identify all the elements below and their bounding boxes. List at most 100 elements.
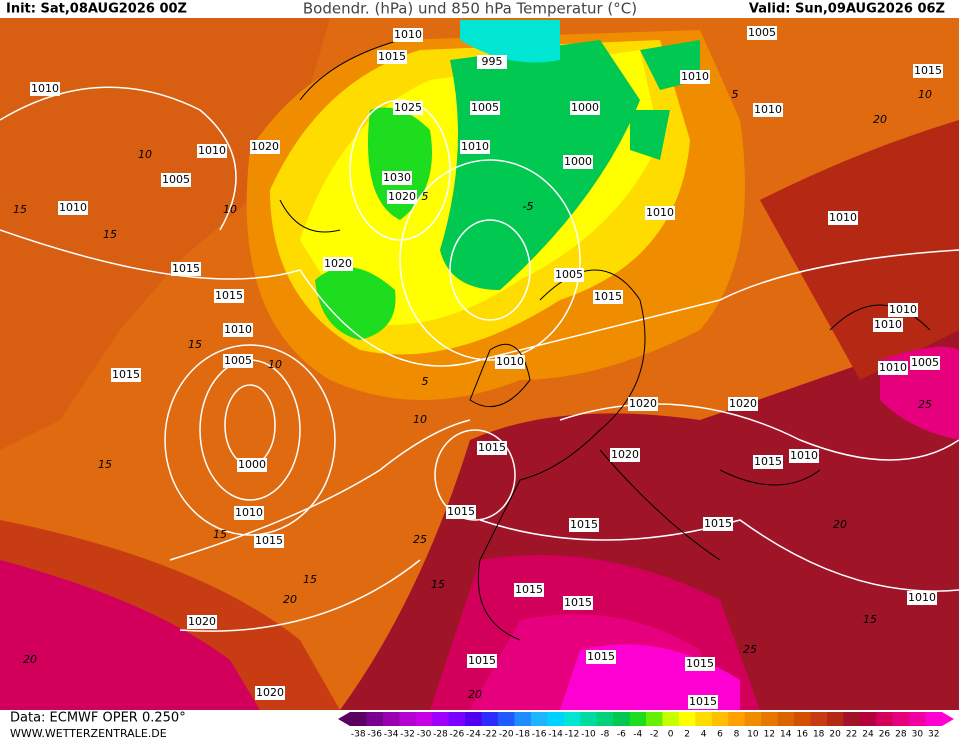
isobar-value: 1010 [879,361,907,374]
colorbar-label: -20 [499,730,514,740]
isobar-label: 1005 [223,354,253,368]
colorbar-cell [728,712,746,726]
isobar-label: 1005 [747,26,777,40]
label-box [514,583,544,597]
isobar-label: 1015 [467,654,497,668]
colorbar-label: -28 [433,730,448,740]
isobar-label: 1020 [610,448,640,462]
isobar-value: 1005 [162,173,190,186]
colorbar-arrow-left [338,712,350,726]
isobar-label: 1020 [323,257,353,271]
isobar-label: 1000 [237,458,267,472]
isobar-label: 1015 [688,695,718,709]
isobar-value: 1010 [908,591,936,604]
colorbar-label: -6 [617,730,626,740]
colorbar-label: -18 [515,730,530,740]
colorbar-cell [629,712,647,726]
isobar-value: 1010 [224,323,252,336]
isobar-value: 1020 [251,140,279,153]
label-box [467,654,497,668]
label-box [910,356,940,370]
label-box [477,55,507,69]
colorbar-label: -24 [466,730,481,740]
colorbar-label: -10 [581,730,596,740]
label-box [747,26,777,40]
isobar-value: 1015 [255,534,283,547]
isobar-label: 1015 [593,290,623,304]
label-box [753,103,783,117]
isobar-label: 1010 [393,28,423,42]
colorbar-label: -26 [450,730,465,740]
isobar-label: 1010 [907,591,937,605]
colorbar-label: -2 [650,730,659,740]
isobar-label: 995 [477,55,507,69]
isobar-label: 1015 [254,534,284,548]
colorbar-cell [777,712,795,726]
isobar-value: 1015 [689,695,717,708]
isobar-value: 1015 [587,650,615,663]
isobar-value: 1020 [388,190,416,203]
isotherm-label: 20 [873,113,887,126]
isotherm-label: -5 [523,200,534,213]
colorbar-cell [925,712,943,726]
isobar-value: 995 [482,55,503,68]
isobar-value: 1015 [570,518,598,531]
colorbar-cell [662,712,680,726]
colorbar-label: -14 [548,730,563,740]
isobar-label: 1000 [563,155,593,169]
label-box [223,323,253,337]
isobar-label: 1015 [514,583,544,597]
isobar-label: 1015 [586,650,616,664]
label-box [161,173,191,187]
isobars [0,86,959,632]
label-box [237,458,267,472]
colorbar-label: -8 [600,730,609,740]
isobar-label: 1015 [703,517,733,531]
isobar-value: 1015 [686,657,714,670]
isobar-label: 1020 [250,140,280,154]
isotherm-label: 20 [833,518,847,531]
isobar-value: 1010 [829,211,857,224]
isotherm-label: 5 [422,375,429,388]
isobar-value: 1015 [515,583,543,596]
isobar-label: 1020 [187,615,217,629]
colorbar-cell [465,712,483,726]
isobar-value: 1000 [571,101,599,114]
isobar-label: 1010 [873,318,903,332]
colorbar-label: 22 [846,730,857,740]
isobar-label: 1005 [470,101,500,115]
isobar-value: 1005 [471,101,499,114]
isotherm-label: 20 [468,688,482,701]
isobar-value: 1000 [238,458,266,471]
isobar-value: 1000 [564,155,592,168]
isobar-value: 1015 [112,368,140,381]
colorbar-label: 10 [747,730,759,740]
isotherm-label: 10 [413,413,427,426]
isobar-value: 1010 [790,449,818,462]
colorbar-label: 16 [796,730,808,740]
colorbar-label: 32 [928,730,939,740]
isotherm-label: 25 [918,398,932,411]
label-box [753,455,783,469]
isotherm-label: 10 [138,148,152,161]
colorbar-cell [399,712,417,726]
isobar-value: 1010 [496,355,524,368]
valid-time: Valid: Sun,09AUG2026 06Z [749,2,945,17]
isotherm-label: 10 [268,358,282,371]
colorbar-cell [415,712,433,726]
isotherm-label: 10 [223,203,237,216]
label-box [828,211,858,225]
isobar-label: 1020 [628,397,658,411]
label-box [323,257,353,271]
colorbar-cell [876,712,894,726]
colorbar-label: 2 [684,730,690,740]
isobar-value: 1015 [564,596,592,609]
isobar-label: 1015 [753,455,783,469]
colorbar-cell [613,712,631,726]
colorbar-cell [892,712,910,726]
isobar-label: 1010 [223,323,253,337]
isobar-label: 1015 [214,289,244,303]
label-box [460,140,490,154]
colorbar-cell [596,712,614,726]
colorbar-cell [646,712,663,726]
